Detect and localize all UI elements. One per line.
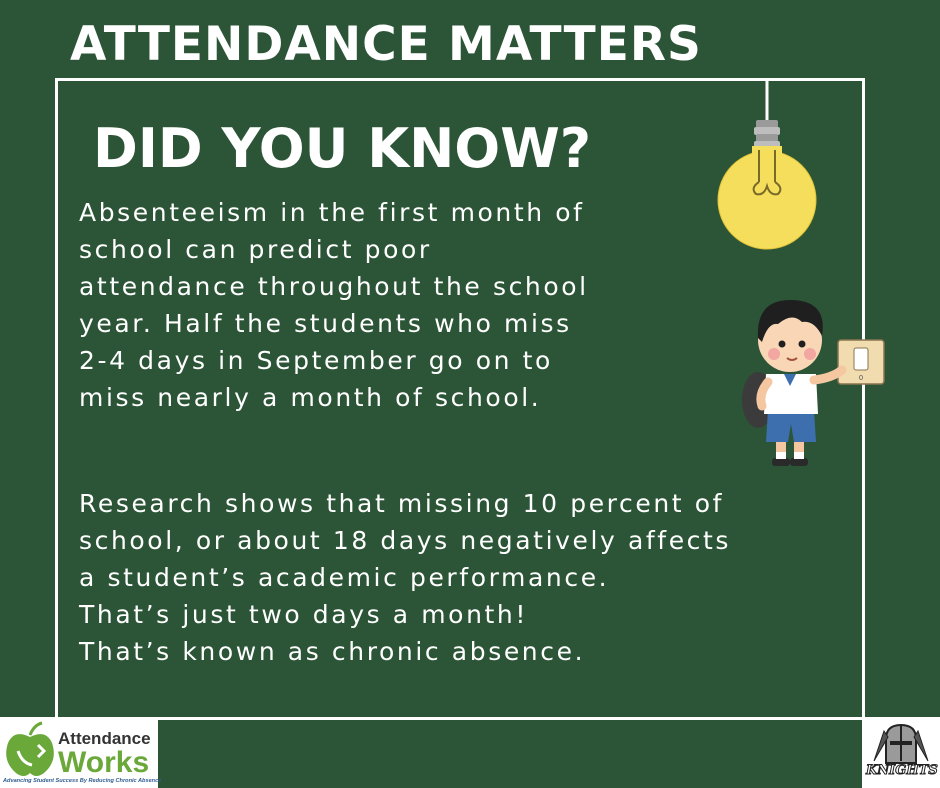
paragraph-line: That’s just two days a month! bbox=[79, 600, 528, 629]
logo-text-works: Works bbox=[58, 746, 150, 779]
paragraph-line: attendance throughout the school bbox=[79, 272, 589, 301]
paragraph-line: year. Half the students who miss bbox=[79, 309, 572, 338]
paragraph-line: miss nearly a month of school. bbox=[79, 383, 542, 412]
paragraph-line: 2-4 days in September go on to bbox=[79, 346, 553, 375]
paragraph-absenteeism: Absenteeism in the first month of school… bbox=[79, 194, 589, 416]
content-frame bbox=[55, 78, 865, 720]
knight-helmet-icon bbox=[873, 723, 929, 764]
paragraph-line: Research shows that missing 10 percent o… bbox=[79, 489, 725, 518]
svg-text:0: 0 bbox=[859, 374, 863, 382]
light-bulb-icon bbox=[717, 78, 817, 250]
student-light-switch-icon: 0 bbox=[742, 300, 885, 466]
headline: DID YOU KNOW? bbox=[93, 117, 592, 180]
paragraph-line: a student’s academic performance. bbox=[79, 563, 610, 592]
logo-tagline: Advancing Student Success By Reducing Ch… bbox=[3, 778, 162, 784]
paragraph-line: Absenteeism in the first month of bbox=[79, 198, 585, 227]
paragraph-line: school, or about 18 days negatively affe… bbox=[79, 526, 732, 555]
paragraph-line: That’s known as chronic absence. bbox=[79, 637, 586, 666]
page-title: ATTENDANCE MATTERS bbox=[70, 17, 702, 72]
attendance-works-logo: Attendance Works Advancing Student Succe… bbox=[0, 717, 162, 788]
paragraph-research: Research shows that missing 10 percent o… bbox=[79, 485, 731, 670]
apple-icon bbox=[6, 721, 54, 776]
knights-logo: KNIGHTS bbox=[862, 717, 940, 788]
knights-wordmark: KNIGHTS bbox=[866, 763, 939, 779]
logo-text-attendance: Attendance bbox=[58, 729, 151, 748]
paragraph-line: school can predict poor bbox=[79, 235, 432, 264]
